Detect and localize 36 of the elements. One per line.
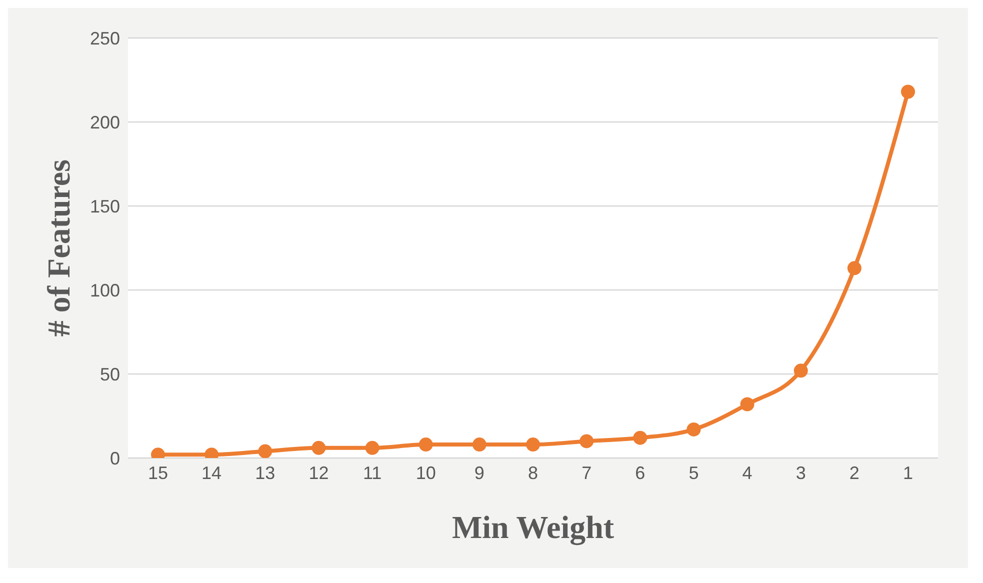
x-tick-label: 11 <box>362 462 382 483</box>
x-tick-label: 2 <box>849 462 860 483</box>
x-tick-label: 8 <box>528 462 538 483</box>
point <box>418 438 433 452</box>
y-tick-label: 100 <box>90 280 120 300</box>
x-tick-label: 7 <box>582 462 592 483</box>
y-tick-label: 200 <box>90 112 120 132</box>
y-tick-label: 50 <box>100 364 120 384</box>
x-tick-label: 4 <box>742 462 752 483</box>
x-tick-label: 1 <box>902 462 914 483</box>
x-tick-label: 5 <box>688 462 699 483</box>
point <box>901 84 915 99</box>
y-tick-label: 150 <box>90 196 120 216</box>
point <box>472 438 486 452</box>
x-tick-label: 10 <box>416 462 436 483</box>
point <box>740 397 754 412</box>
x-tick-label: 15 <box>148 462 168 483</box>
x-tick-label: 6 <box>635 462 646 483</box>
point <box>794 364 808 378</box>
x-axis-title: Min Weight <box>452 509 614 546</box>
point <box>633 430 648 445</box>
x-tick-label: 9 <box>474 462 484 483</box>
point <box>847 261 862 276</box>
x-tick-label: 3 <box>796 462 806 483</box>
point <box>526 438 540 452</box>
y-axis-title: # of Features <box>40 159 76 337</box>
point <box>365 440 380 455</box>
point <box>686 422 701 436</box>
x-tick-label: 13 <box>255 462 276 483</box>
x-tick-label: 12 <box>308 462 329 483</box>
point <box>258 444 272 458</box>
y-tick-label: 250 <box>90 28 120 48</box>
point <box>580 434 594 448</box>
point <box>312 440 326 455</box>
x-tick-label: 14 <box>202 462 222 483</box>
y-tick-label: 0 <box>110 448 120 468</box>
